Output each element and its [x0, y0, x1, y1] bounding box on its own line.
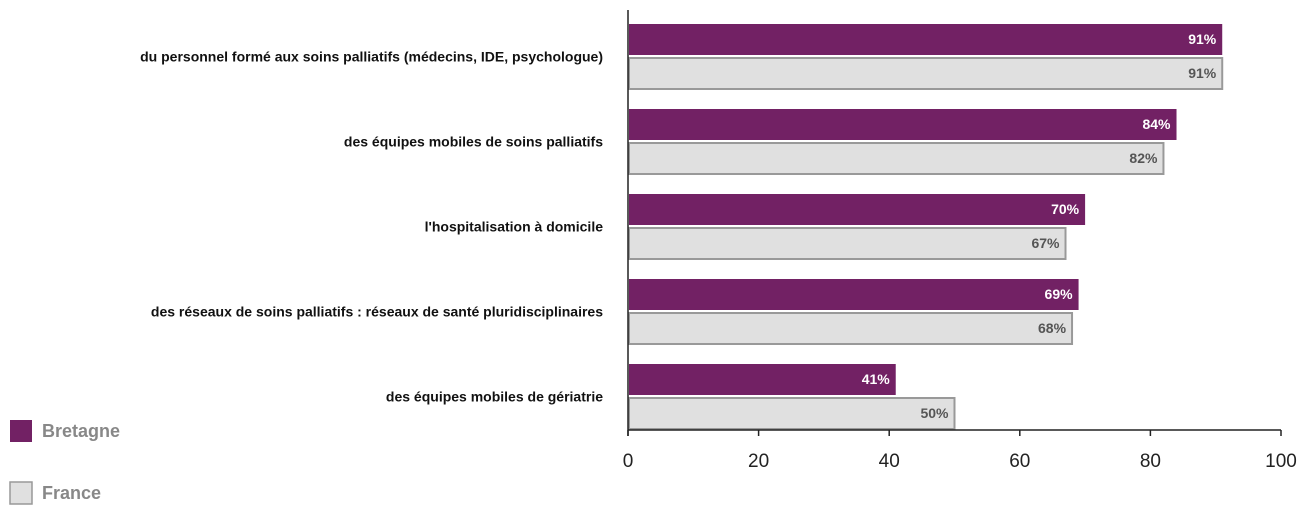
- legend-label: Bretagne: [42, 421, 120, 441]
- value-label: 69%: [1045, 286, 1074, 302]
- category-label: des équipes mobiles de soins palliatifs: [344, 134, 603, 150]
- bar: [628, 227, 1067, 260]
- value-label: 67%: [1031, 235, 1060, 251]
- value-label: 84%: [1142, 116, 1171, 132]
- category-label: des équipes mobiles de gériatrie: [386, 389, 603, 405]
- value-label: 91%: [1188, 65, 1217, 81]
- bar: [628, 142, 1165, 175]
- bar: [629, 109, 1177, 140]
- category-label: des réseaux de soins palliatifs : réseau…: [151, 304, 603, 320]
- value-label: 82%: [1129, 150, 1158, 166]
- value-label: 41%: [862, 371, 891, 387]
- bar: [629, 279, 1079, 310]
- legend-swatch: [9, 481, 33, 505]
- x-tick-label: 20: [748, 451, 769, 472]
- bar: [629, 194, 1086, 225]
- value-label: 68%: [1038, 320, 1067, 336]
- x-tick-label: 60: [1009, 451, 1030, 472]
- bar: [628, 397, 956, 430]
- bar: [628, 57, 1224, 90]
- bar: [628, 312, 1074, 345]
- x-tick-label: 100: [1265, 451, 1297, 472]
- value-label: 91%: [1188, 31, 1217, 47]
- bar: [629, 24, 1223, 55]
- value-label: 70%: [1051, 201, 1080, 217]
- x-tick-label: 0: [623, 451, 634, 472]
- legend-label: France: [42, 483, 101, 503]
- category-label: du personnel formé aux soins palliatifs …: [140, 49, 603, 65]
- x-tick-label: 80: [1140, 451, 1161, 472]
- legend-swatch: [10, 420, 32, 442]
- value-label: 50%: [920, 405, 949, 421]
- x-tick-label: 40: [879, 451, 900, 472]
- bar: [629, 364, 896, 395]
- category-label: l'hospitalisation à domicile: [425, 219, 604, 235]
